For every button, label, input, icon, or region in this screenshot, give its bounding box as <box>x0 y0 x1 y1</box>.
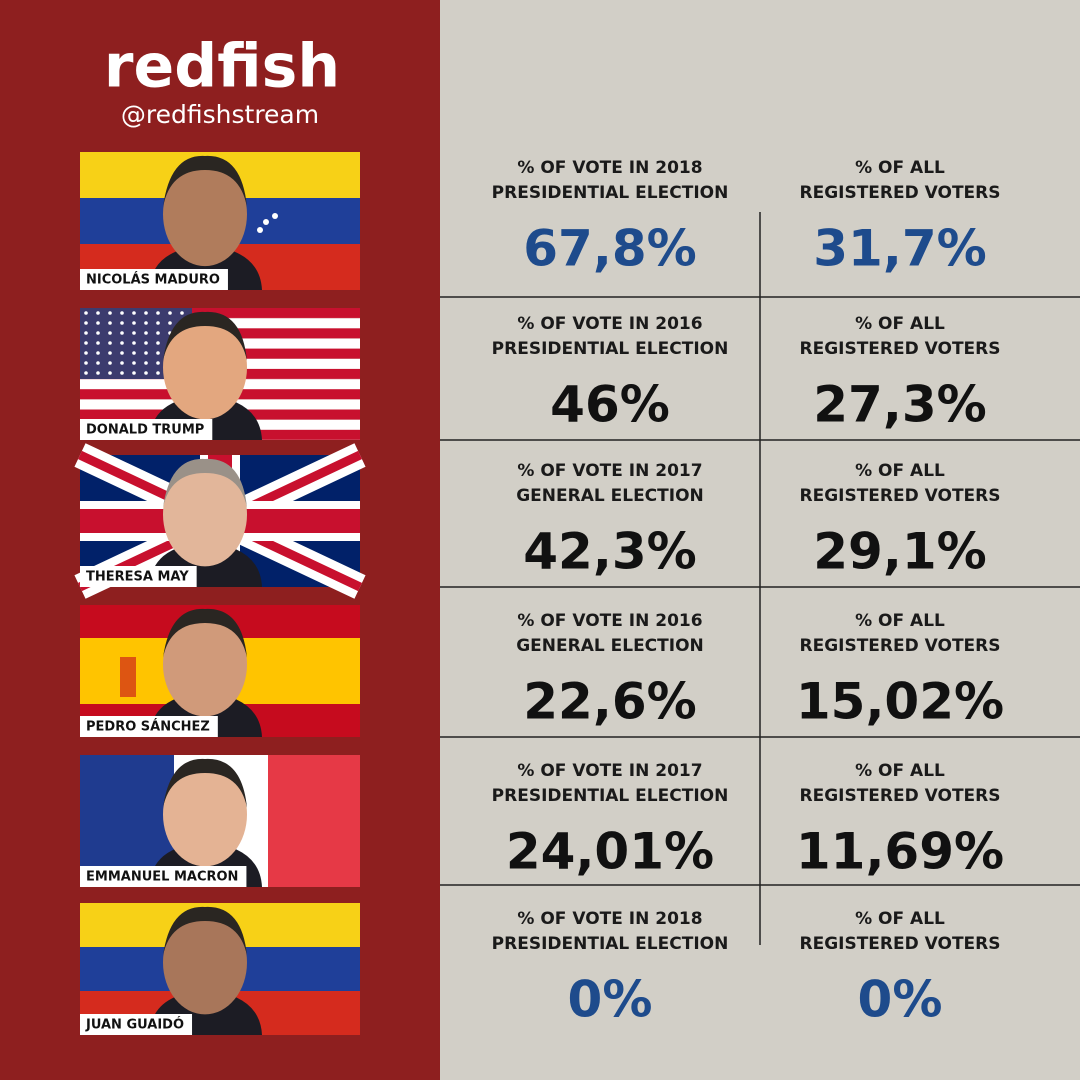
portrait-face <box>163 762 247 867</box>
portrait-hair <box>163 758 247 808</box>
logo: redfish <box>104 32 340 102</box>
reg-value: 27,3% <box>813 376 986 434</box>
person-name: THERESA MAY <box>86 570 189 585</box>
portrait-face <box>163 162 247 267</box>
person-name: DONALD TRUMP <box>86 423 204 438</box>
reg-label: REGISTERED VOTERS <box>799 183 1000 203</box>
name-tag-bg <box>80 866 247 887</box>
vote-label: PRESIDENTIAL ELECTION <box>492 934 729 954</box>
reg-label: REGISTERED VOTERS <box>799 934 1000 954</box>
vote-label: % OF VOTE IN 2017 <box>517 461 702 481</box>
vote-label: % OF VOTE IN 2018 <box>517 158 702 178</box>
person-name: NICOLÁS MADURO <box>86 272 220 288</box>
portrait-hair <box>163 906 247 956</box>
vote-value: 0% <box>568 971 653 1029</box>
reg-value: 0% <box>858 971 943 1029</box>
reg-label: % OF ALL <box>855 461 945 481</box>
vote-label: % OF VOTE IN 2018 <box>517 909 702 929</box>
person-name: EMMANUEL MACRON <box>86 870 238 885</box>
handle: @redfishstream <box>121 100 319 129</box>
name-tag-bg <box>80 419 213 440</box>
vote-label: PRESIDENTIAL ELECTION <box>492 183 729 203</box>
portrait-face <box>163 612 247 717</box>
name-tag-bg <box>80 1014 193 1035</box>
portrait-hair <box>163 311 247 361</box>
reg-label: REGISTERED VOTERS <box>799 339 1000 359</box>
reg-label: % OF ALL <box>855 314 945 334</box>
vote-value: 24,01% <box>506 823 714 881</box>
portrait-hair <box>163 155 247 208</box>
portrait-face <box>163 910 247 1015</box>
row-dividers <box>440 296 1080 886</box>
vote-label: % OF VOTE IN 2016 <box>517 611 702 631</box>
name-tag-bg <box>80 269 228 290</box>
reg-label: REGISTERED VOTERS <box>799 636 1000 656</box>
reg-label: % OF ALL <box>855 611 945 631</box>
vote-value: 46% <box>550 376 670 434</box>
vote-value: 67,8% <box>523 220 696 278</box>
reg-value: 29,1% <box>813 523 986 581</box>
vote-label: % OF VOTE IN 2016 <box>517 314 702 334</box>
portrait-hair <box>163 458 247 508</box>
person-name: JUAN GUAIDÓ <box>85 1017 184 1033</box>
reg-value: 31,7% <box>813 220 986 278</box>
reg-label: REGISTERED VOTERS <box>799 786 1000 806</box>
vote-label: PRESIDENTIAL ELECTION <box>492 786 729 806</box>
vote-label: PRESIDENTIAL ELECTION <box>492 339 729 359</box>
vote-label: % OF VOTE IN 2017 <box>517 761 702 781</box>
reg-label: % OF ALL <box>855 909 945 929</box>
reg-label: % OF ALL <box>855 158 945 178</box>
portrait-hair <box>163 608 247 658</box>
name-tag-bg <box>80 566 197 587</box>
reg-value: 11,69% <box>796 823 1004 881</box>
reg-label: REGISTERED VOTERS <box>799 486 1000 506</box>
vote-value: 22,6% <box>523 673 696 731</box>
person-name: PEDRO SÁNCHEZ <box>86 719 210 735</box>
reg-value: 15,02% <box>796 673 1004 731</box>
vote-value: 42,3% <box>523 523 696 581</box>
portrait-face <box>163 315 247 420</box>
vote-label: GENERAL ELECTION <box>516 636 704 656</box>
portrait-face <box>163 462 247 567</box>
vote-label: GENERAL ELECTION <box>516 486 704 506</box>
name-tag-bg <box>80 716 218 737</box>
reg-label: % OF ALL <box>855 761 945 781</box>
